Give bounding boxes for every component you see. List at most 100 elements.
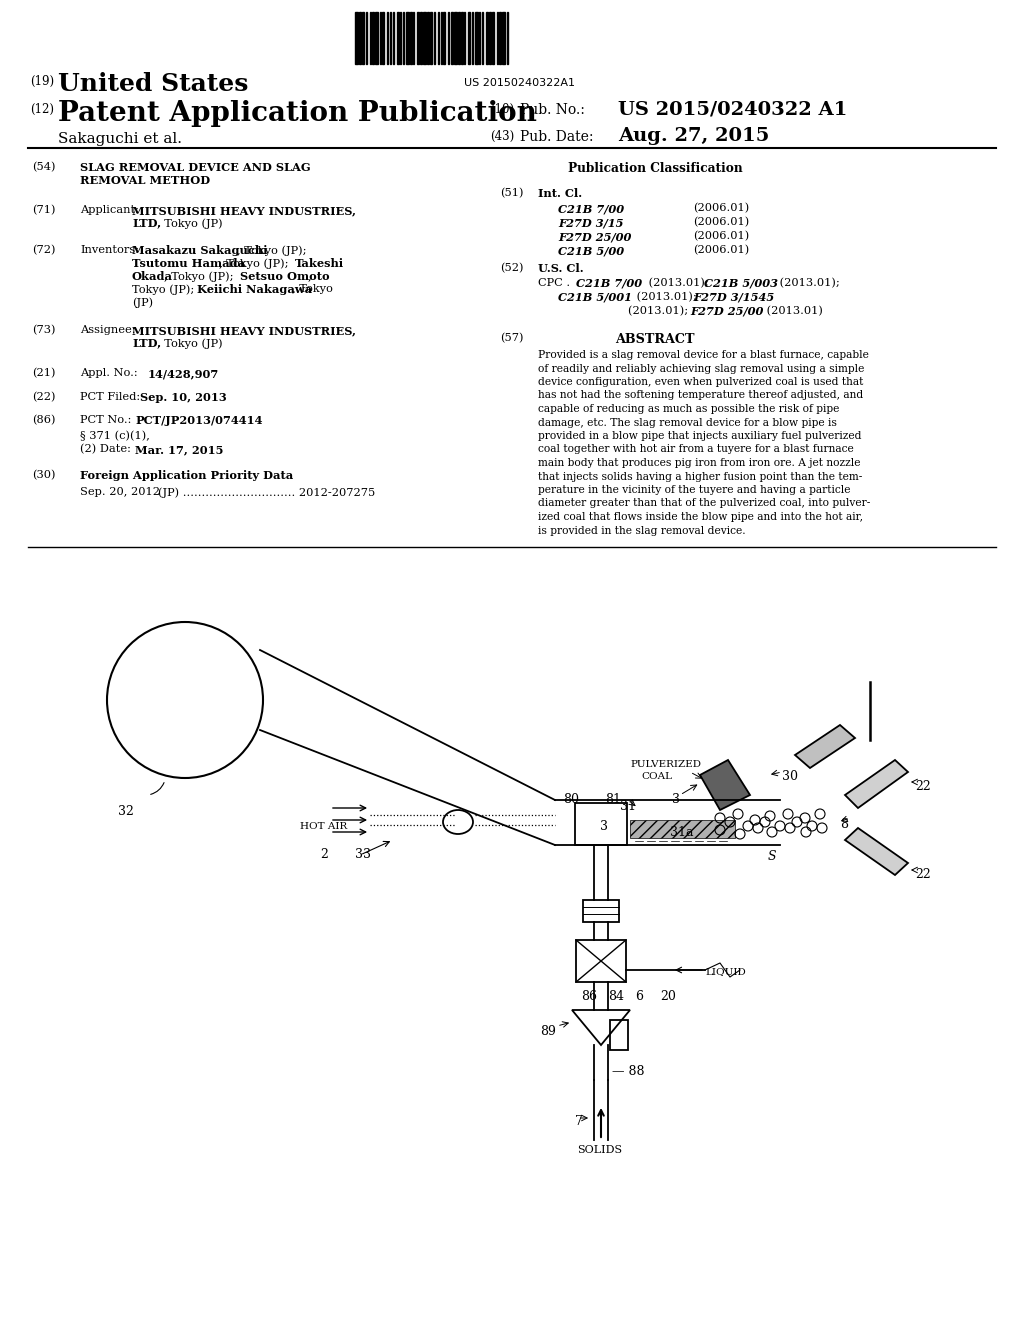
Bar bbox=[355, 12, 358, 63]
Text: F27D 3/15: F27D 3/15 bbox=[558, 216, 624, 228]
Text: COAL: COAL bbox=[641, 772, 672, 781]
Text: C21B 5/003: C21B 5/003 bbox=[705, 279, 778, 289]
Text: (71): (71) bbox=[32, 205, 55, 215]
Bar bbox=[492, 12, 494, 63]
Text: Pub. Date:: Pub. Date: bbox=[520, 129, 594, 144]
Text: (21): (21) bbox=[32, 368, 55, 379]
Text: Assignee:: Assignee: bbox=[80, 325, 135, 335]
Text: (22): (22) bbox=[32, 392, 55, 403]
Text: 2: 2 bbox=[319, 847, 328, 861]
Text: ,: , bbox=[308, 271, 311, 281]
Text: 80: 80 bbox=[563, 793, 579, 807]
Text: US 2015/0240322 A1: US 2015/0240322 A1 bbox=[618, 100, 848, 117]
Text: 14/428,907: 14/428,907 bbox=[148, 368, 219, 379]
Text: LTD.: LTD. bbox=[132, 218, 161, 228]
Text: Applicant:: Applicant: bbox=[80, 205, 139, 215]
Text: , Tokyo: , Tokyo bbox=[292, 284, 333, 294]
Text: Keiichi Nakagawa: Keiichi Nakagawa bbox=[197, 284, 312, 294]
Text: § 371 (c)(1),: § 371 (c)(1), bbox=[80, 432, 150, 441]
Text: , Tokyo (JP): , Tokyo (JP) bbox=[157, 338, 222, 348]
Bar bbox=[372, 12, 374, 63]
Bar bbox=[486, 12, 488, 63]
Text: (72): (72) bbox=[32, 246, 55, 255]
Text: (2013.01);: (2013.01); bbox=[776, 279, 840, 288]
Polygon shape bbox=[630, 820, 735, 838]
Text: (10): (10) bbox=[490, 103, 514, 116]
Text: Foreign Application Priority Data: Foreign Application Priority Data bbox=[80, 470, 293, 480]
Bar bbox=[583, 900, 618, 921]
Text: (JP) .............................. 2012-207275: (JP) .............................. 2012… bbox=[158, 487, 375, 498]
Text: (43): (43) bbox=[490, 129, 514, 143]
Text: PCT Filed:: PCT Filed: bbox=[80, 392, 140, 403]
Text: C21B 5/001: C21B 5/001 bbox=[558, 292, 632, 304]
Text: (2006.01): (2006.01) bbox=[693, 216, 750, 227]
Text: (JP): (JP) bbox=[132, 297, 154, 308]
Bar bbox=[454, 12, 457, 63]
Bar bbox=[410, 12, 412, 63]
Bar bbox=[461, 12, 463, 63]
Text: , Tokyo (JP): , Tokyo (JP) bbox=[157, 218, 222, 228]
Text: ABSTRACT: ABSTRACT bbox=[615, 333, 694, 346]
Text: Tokyo (JP);: Tokyo (JP); bbox=[132, 284, 198, 294]
Text: Inventors:: Inventors: bbox=[80, 246, 139, 255]
Bar bbox=[406, 12, 409, 63]
Text: is provided in the slag removal device.: is provided in the slag removal device. bbox=[538, 525, 745, 536]
Text: Sep. 10, 2013: Sep. 10, 2013 bbox=[140, 392, 226, 403]
Bar bbox=[489, 12, 490, 63]
Text: , Tokyo (JP);: , Tokyo (JP); bbox=[237, 246, 306, 256]
Text: HOT AIR: HOT AIR bbox=[300, 822, 347, 832]
Text: C21B 7/00: C21B 7/00 bbox=[558, 203, 624, 214]
Text: 6: 6 bbox=[635, 990, 643, 1003]
Text: Mar. 17, 2015: Mar. 17, 2015 bbox=[135, 444, 223, 455]
Text: (2006.01): (2006.01) bbox=[693, 203, 750, 214]
Bar bbox=[502, 12, 505, 63]
Text: of readily and reliably achieving slag removal using a simple: of readily and reliably achieving slag r… bbox=[538, 363, 864, 374]
Text: PULVERIZED: PULVERIZED bbox=[630, 760, 701, 770]
Bar bbox=[417, 12, 419, 63]
Text: REMOVAL METHOD: REMOVAL METHOD bbox=[80, 176, 210, 186]
Text: 31: 31 bbox=[620, 800, 636, 813]
Text: C21B 5/00: C21B 5/00 bbox=[558, 246, 624, 256]
Text: 7: 7 bbox=[575, 1115, 583, 1129]
Bar bbox=[430, 12, 432, 63]
Text: Masakazu Sakaguchi: Masakazu Sakaguchi bbox=[132, 246, 267, 256]
Text: 33: 33 bbox=[355, 847, 371, 861]
Text: coal together with hot air from a tuyere for a blast furnace: coal together with hot air from a tuyere… bbox=[538, 445, 854, 454]
Bar bbox=[575, 803, 627, 845]
Polygon shape bbox=[845, 828, 908, 875]
Text: (2013.01): (2013.01) bbox=[763, 306, 823, 317]
Bar bbox=[475, 12, 478, 63]
Bar bbox=[397, 12, 399, 63]
Text: provided in a blow pipe that injects auxiliary fuel pulverized: provided in a blow pipe that injects aux… bbox=[538, 432, 861, 441]
Bar bbox=[362, 12, 364, 63]
Text: MITSUBISHI HEAVY INDUSTRIES,: MITSUBISHI HEAVY INDUSTRIES, bbox=[132, 205, 356, 216]
Text: (54): (54) bbox=[32, 162, 55, 173]
Text: Publication Classification: Publication Classification bbox=[568, 162, 742, 176]
Text: perature in the vicinity of the tuyere and having a particle: perature in the vicinity of the tuyere a… bbox=[538, 484, 851, 495]
Text: (30): (30) bbox=[32, 470, 55, 480]
Text: 86: 86 bbox=[581, 990, 597, 1003]
Text: Patent Application Publication: Patent Application Publication bbox=[58, 100, 537, 127]
Text: SOLIDS: SOLIDS bbox=[577, 1144, 623, 1155]
Text: Appl. No.:: Appl. No.: bbox=[80, 368, 137, 378]
Text: LTD.: LTD. bbox=[132, 338, 161, 348]
Text: 31a: 31a bbox=[670, 826, 693, 840]
Text: Okada: Okada bbox=[132, 271, 173, 282]
Polygon shape bbox=[795, 725, 855, 768]
Text: SLAG REMOVAL DEVICE AND SLAG: SLAG REMOVAL DEVICE AND SLAG bbox=[80, 162, 310, 173]
Bar bbox=[451, 12, 453, 63]
Text: US 20150240322A1: US 20150240322A1 bbox=[465, 78, 575, 88]
Text: 32: 32 bbox=[118, 805, 134, 818]
Text: United States: United States bbox=[58, 73, 249, 96]
Text: 30: 30 bbox=[782, 770, 798, 783]
Text: Int. Cl.: Int. Cl. bbox=[538, 187, 582, 199]
Text: S: S bbox=[768, 850, 776, 863]
Text: (51): (51) bbox=[500, 187, 523, 198]
Text: — 88: — 88 bbox=[612, 1065, 644, 1078]
Text: Takeshi: Takeshi bbox=[295, 257, 344, 269]
Text: C21B 7/00: C21B 7/00 bbox=[575, 279, 642, 289]
Bar bbox=[423, 12, 426, 63]
Bar bbox=[499, 12, 501, 63]
Text: (2006.01): (2006.01) bbox=[693, 231, 750, 242]
Text: Sakaguchi et al.: Sakaguchi et al. bbox=[58, 132, 182, 147]
